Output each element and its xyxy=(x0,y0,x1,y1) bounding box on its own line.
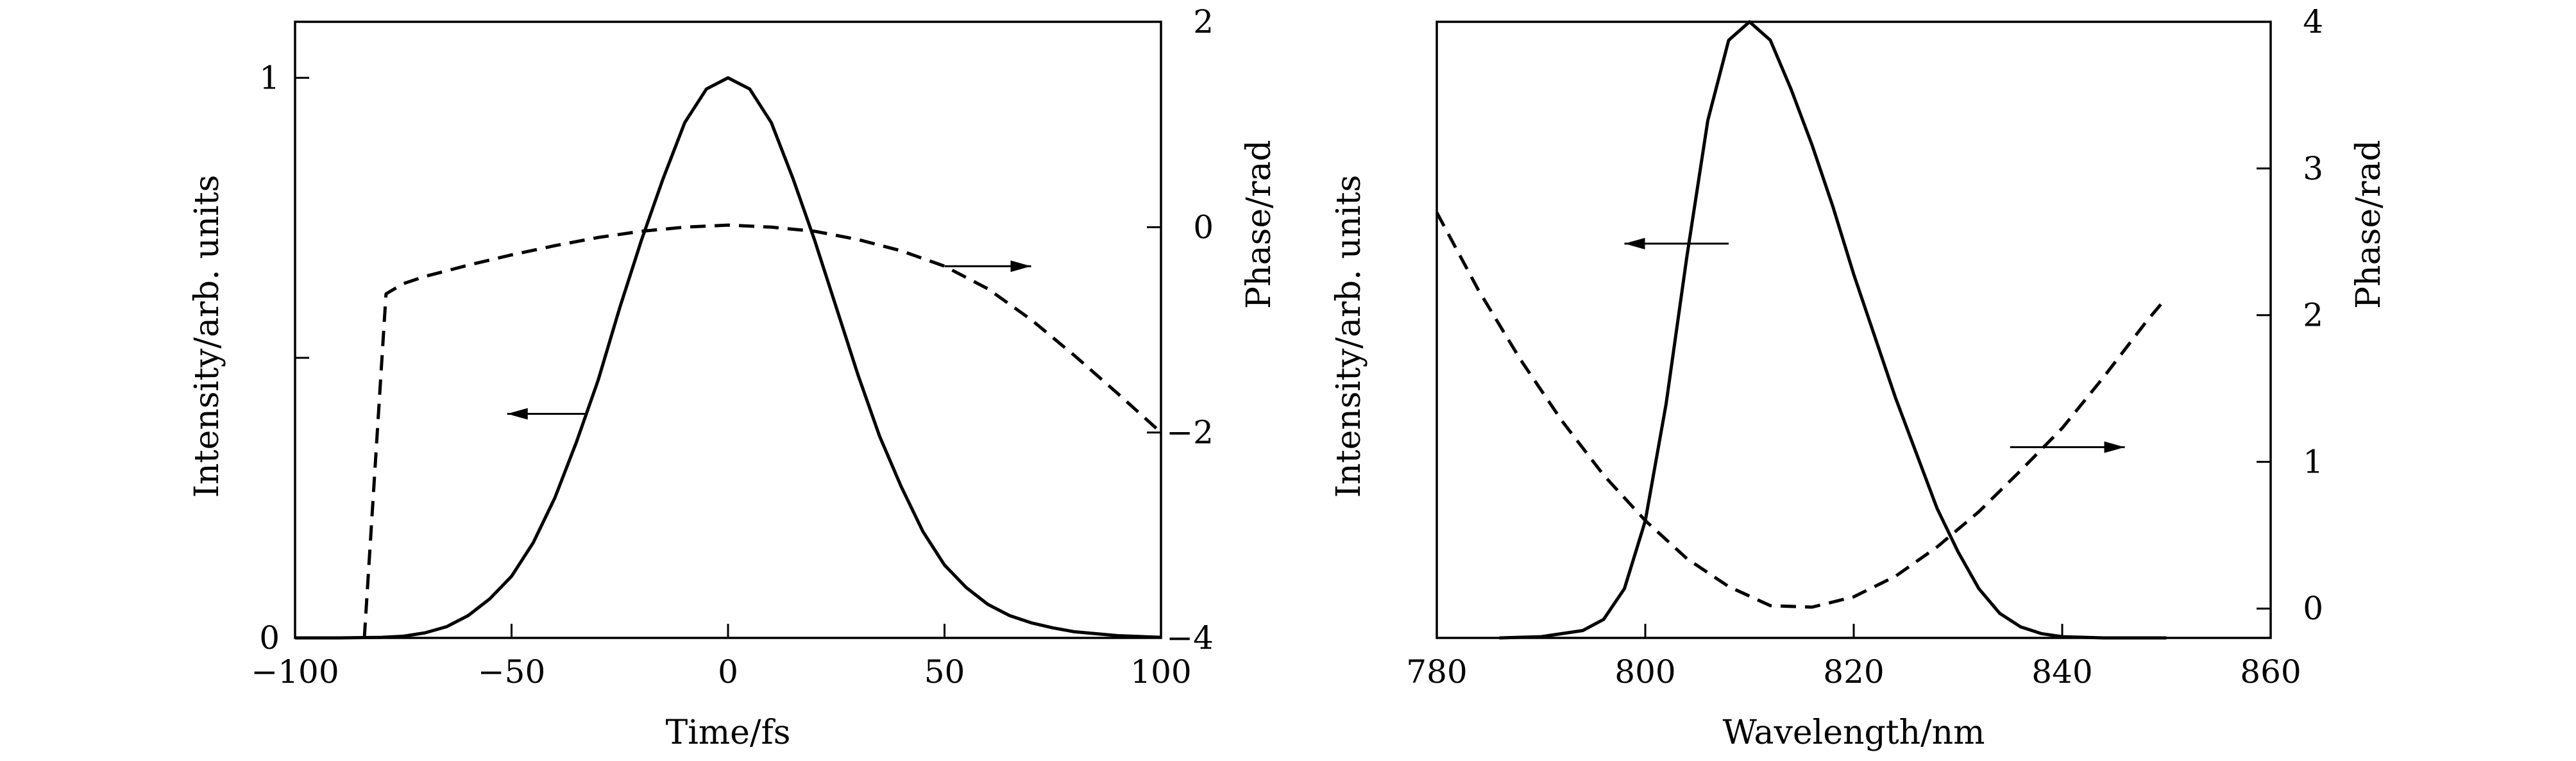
x-tick-label: 100 xyxy=(1130,653,1191,690)
y-right-tick-label: 0 xyxy=(2303,590,2323,627)
y-right-tick-label: 0 xyxy=(1193,208,1214,246)
x-tick-label: 820 xyxy=(1823,653,1884,690)
x-tick-label: 780 xyxy=(1406,653,1467,690)
annotation-arrow-head xyxy=(1010,260,1031,272)
y-right-tick-label: 4 xyxy=(2303,3,2323,40)
x-tick-label: 860 xyxy=(2240,653,2301,690)
annotation-arrow-head xyxy=(1624,237,1645,249)
x-tick-label: 800 xyxy=(1614,653,1675,690)
y-right-tick-label: 3 xyxy=(2303,150,2323,187)
x-tick-label: −100 xyxy=(251,653,339,690)
y-right-tick-label: 2 xyxy=(2303,297,2323,334)
y-left-tick-label: 0 xyxy=(259,619,280,656)
y-left-tick-label: 1 xyxy=(259,59,280,96)
x-axis-label: Wavelength/nm xyxy=(1723,714,1985,752)
y-right-tick-label: −4 xyxy=(1166,619,1214,656)
plot-frame xyxy=(1436,21,2272,639)
phase-curve xyxy=(1435,212,2168,609)
annotation-arrow-head xyxy=(507,408,528,420)
x-tick-label: 0 xyxy=(718,653,738,690)
intensity-curve xyxy=(1499,20,2167,640)
y-left-axis-label: Intensity/arb. units xyxy=(1330,175,1368,498)
y-right-tick-label: 2 xyxy=(1193,3,1214,40)
annotation-arrow-head xyxy=(2104,441,2125,453)
x-axis-label: Time/fs xyxy=(666,714,791,752)
x-tick-label: −50 xyxy=(478,653,546,690)
plot-frame xyxy=(294,21,1162,639)
y-right-tick-label: 1 xyxy=(2303,443,2323,480)
y-left-axis-label: Intensity/arb. units xyxy=(188,175,226,498)
y-right-axis-label: Phase/rad xyxy=(2350,140,2388,309)
y-right-tick-label: −2 xyxy=(1166,414,1214,451)
x-tick-label: 50 xyxy=(924,653,965,690)
x-tick-label: 840 xyxy=(2031,653,2092,690)
phase-curve xyxy=(362,223,1162,639)
y-right-axis-label: Phase/rad xyxy=(1240,140,1278,309)
intensity-curve xyxy=(295,76,1162,640)
